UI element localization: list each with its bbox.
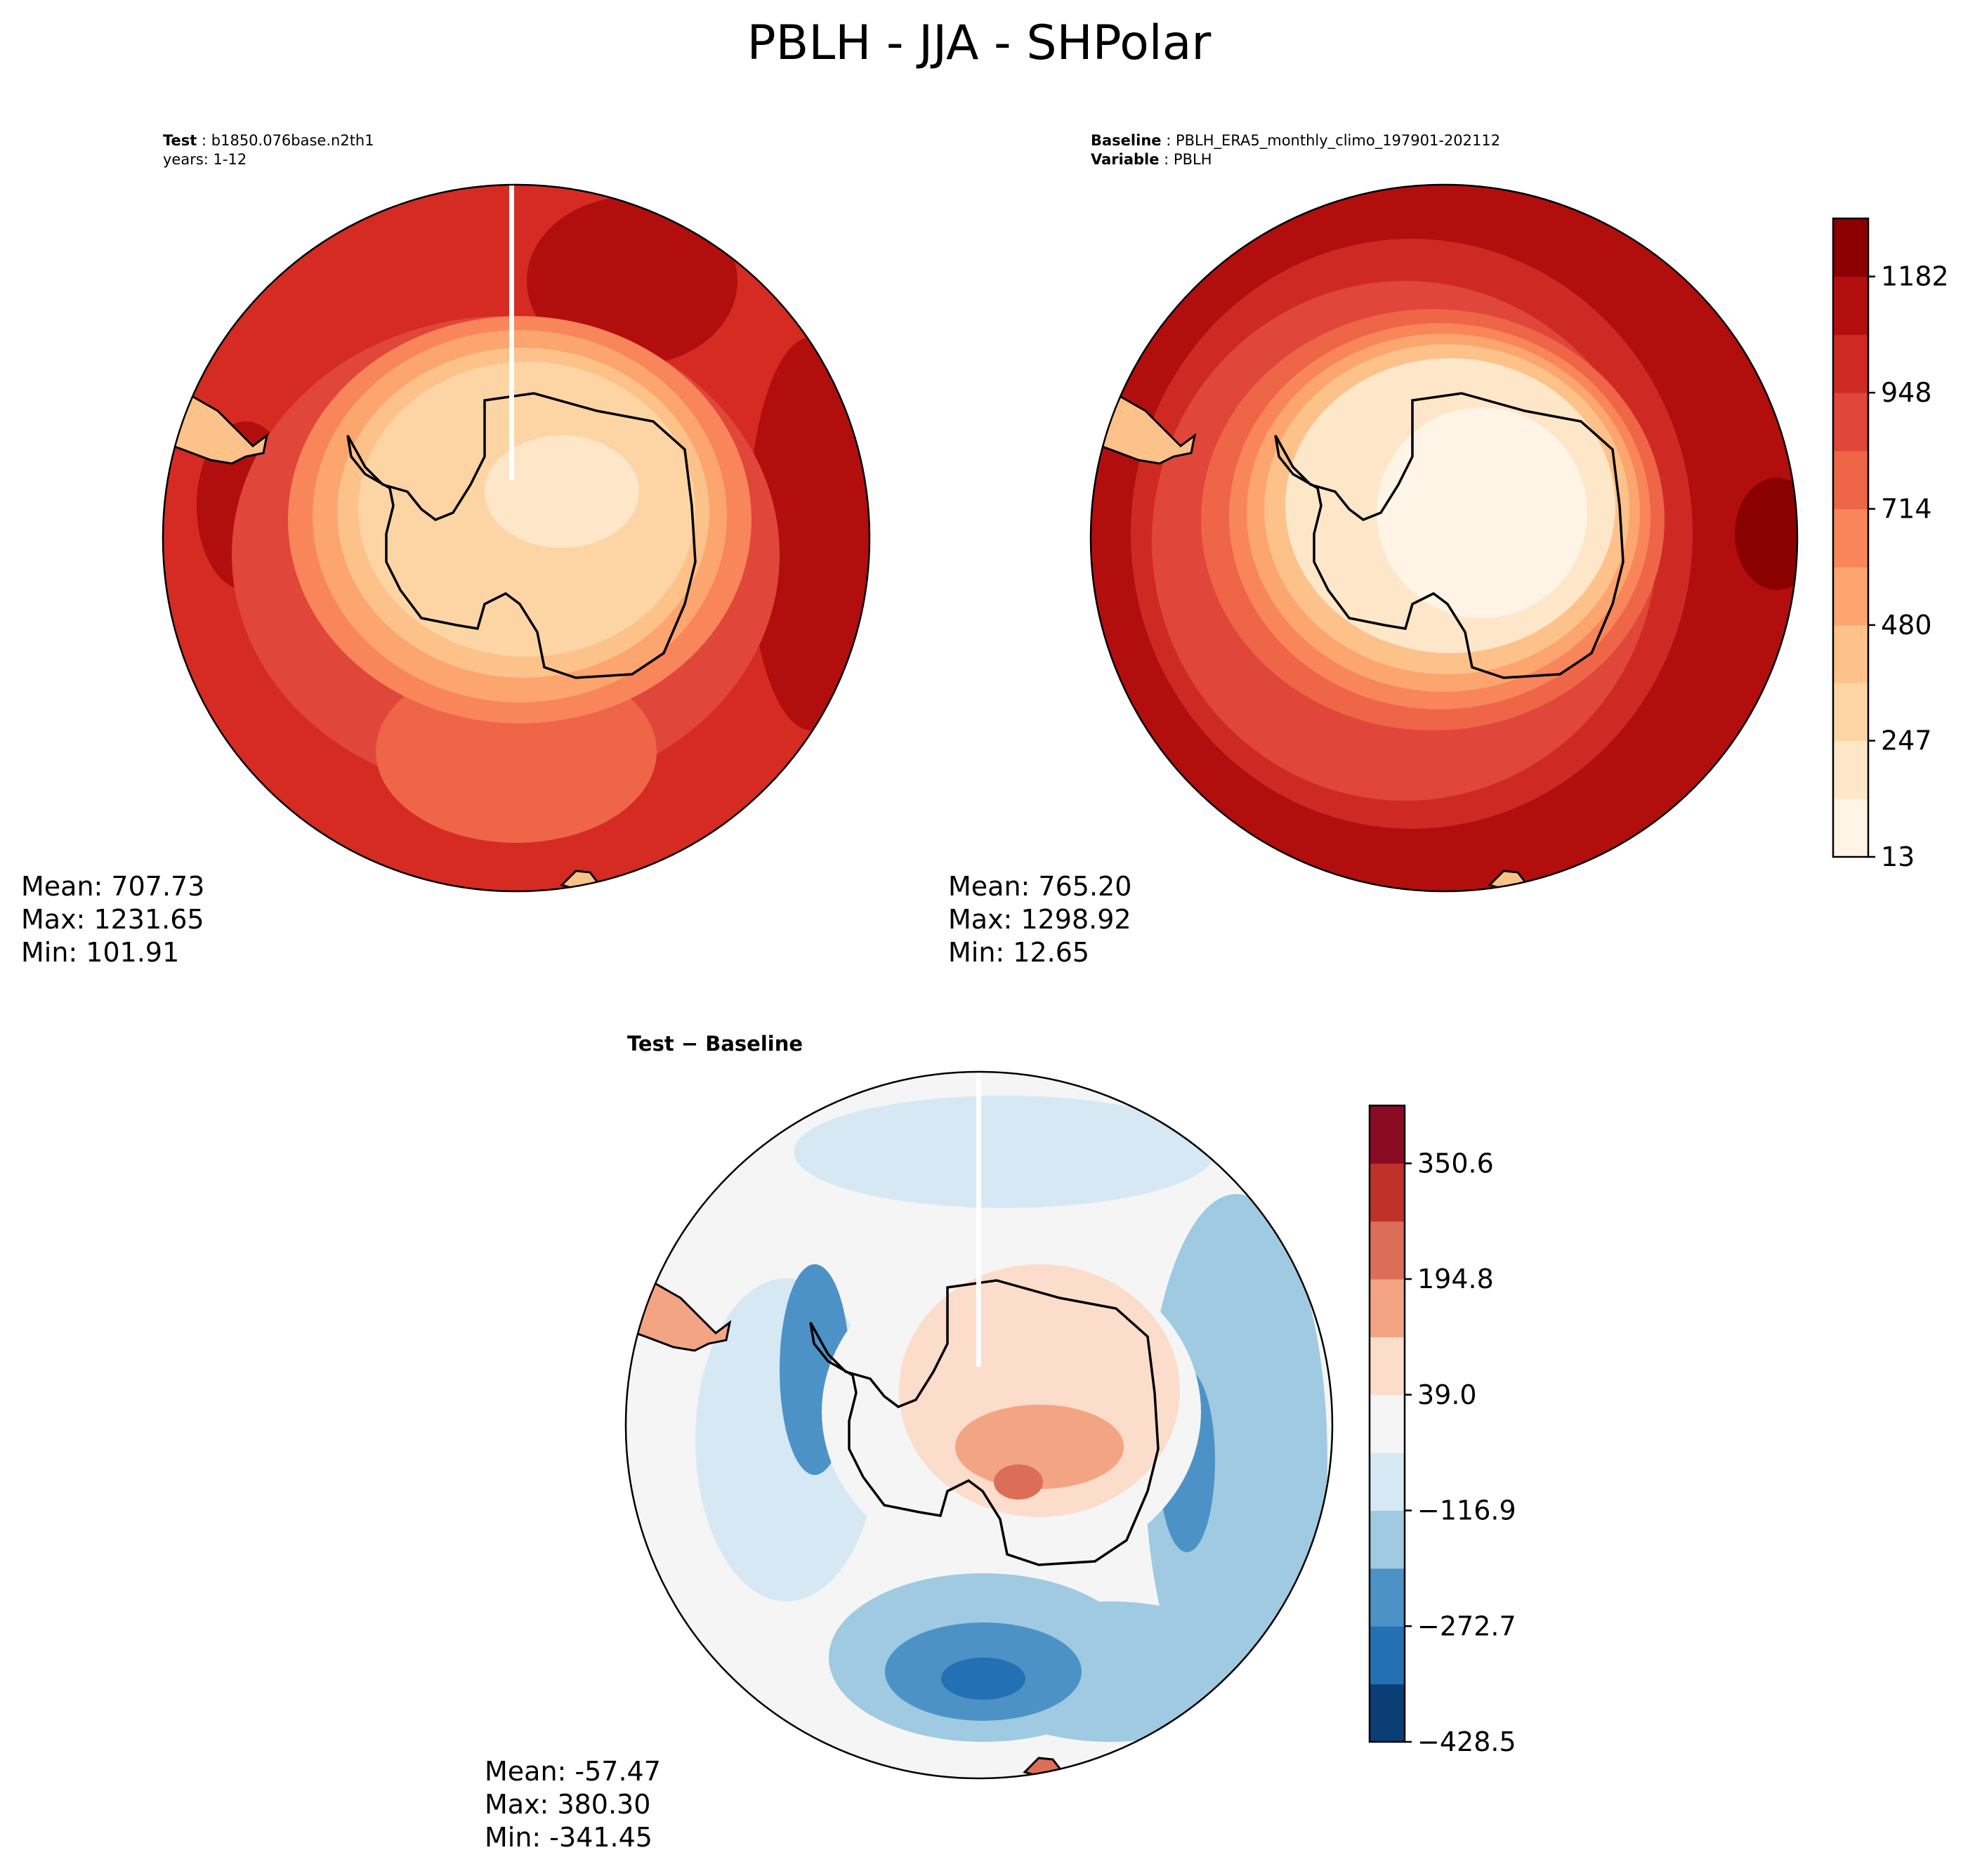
test-stat-min: Min: 101.91 [21,937,179,968]
diff-colorbar-segment [1370,1510,1405,1569]
diff-stat-min: Min: -341.45 [485,1822,652,1853]
diff-colorbar-tick-label: −116.9 [1417,1495,1516,1526]
diff-colorbar-segment [1370,1568,1405,1627]
test-label: Test : b1850.076base.n2th1 [163,132,374,149]
diff-stat-max: Max: 380.30 [485,1789,650,1820]
diff-colorbar-segment [1370,1106,1405,1164]
baseline-darkest-patch [1735,478,1797,590]
baseline-south-america-tip [1091,395,1197,465]
test-stat-mean: Mean: 707.73 [21,871,204,902]
test-antarctica-coastline [346,392,697,679]
test-years: years: 1-12 [163,151,247,168]
test-darkred-patch-east [748,337,869,730]
diff-blue-east [1145,1194,1327,1728]
baseline-colorbar-tick-label: 1182 [1881,261,1949,292]
diff-colorbar-segment [1370,1684,1405,1743]
baseline-colorbar-segment [1833,682,1868,742]
figure-title: PBLH - JJA - SHPolar [747,15,1212,71]
baseline-colorbar-segment [1833,624,1868,683]
test-south-america-tip [163,395,269,465]
test-map [163,185,869,891]
test-stat-max: Max: 1231.65 [21,904,204,935]
diff-colorbar-tick-label: 350.6 [1417,1148,1494,1179]
diff-colorbar-tick-label: 39.0 [1417,1379,1477,1410]
diff-colorbar-tick-label: 194.8 [1417,1264,1494,1294]
baseline-antarctica-coastline [1274,392,1625,679]
baseline-colorbar-segment [1833,276,1868,335]
baseline-colorbar: 13 247 480 714 948 1182 [1832,217,1949,872]
baseline-colorbar-segment [1833,509,1868,568]
diff-warm-patch-red [994,1464,1043,1500]
diff-south-america-tip [626,1283,732,1352]
baseline-colorbar-tick-label: 714 [1881,494,1932,525]
baseline-colorbar-tick-label: 247 [1881,726,1932,756]
baseline-colorbar-segment [1833,218,1868,277]
diff-colorbar-segment [1370,1452,1405,1511]
baseline-variable: Variable : PBLH [1091,151,1212,168]
diff-blue-ring-north [794,1096,1215,1208]
diff-colorbar-segment [1370,1221,1405,1280]
diff-antarctica-coastline [809,1279,1160,1566]
baseline-map-border [1089,183,1799,893]
diff-warm-continent-core [955,1405,1124,1489]
baseline-colorbar-segment [1833,799,1868,858]
diff-seam-line [976,1072,981,1367]
baseline-colorbar-segment [1833,334,1868,393]
diff-colorbar-tick-label: −428.5 [1417,1726,1516,1757]
diff-colorbar-tick-label: −272.7 [1417,1611,1516,1641]
baseline-colorbar-segment [1833,450,1868,510]
diff-colorbar-segment [1370,1394,1405,1453]
test-seam-line [509,185,514,480]
diff-colorbar-segment [1370,1163,1405,1222]
baseline-map [1091,185,1797,891]
baseline-colorbar-segment [1833,567,1868,626]
diff-colorbar-frame [1368,1104,1406,1743]
baseline-colorbar-tick-label: 480 [1881,610,1932,641]
test-map-border [162,183,871,893]
diff-map-border [624,1070,1334,1780]
diff-colorbar: 350.6 194.8 39.0 −116.9 −272.7 −428.5 [1368,1104,1516,1757]
baseline-colorbar-segment [1833,740,1868,799]
diff-blue-south-deep [941,1658,1025,1700]
baseline-stat-min: Min: 12.65 [948,937,1089,968]
baseline-colorbar-segment [1833,393,1868,452]
diff-stat-mean: Mean: -57.47 [485,1756,661,1787]
diff-title: Test − Baseline [627,1032,803,1056]
baseline-stat-max: Max: 1298.92 [948,904,1131,935]
baseline-colorbar-frame [1832,217,1870,858]
baseline-stat-mean: Mean: 765.20 [948,871,1131,902]
baseline-colorbar-tick-label: 13 [1881,841,1915,872]
diff-map [626,1072,1332,1778]
test-zone-7 [485,435,639,548]
diff-colorbar-segment [1370,1279,1405,1337]
diff-colorbar-segment [1370,1626,1405,1685]
baseline-colorbar-tick-label: 948 [1881,377,1932,408]
diff-colorbar-segment [1370,1337,1405,1396]
baseline-zone-8 [1377,407,1587,618]
baseline-label: Baseline : PBLH_ERA5_monthly_climo_19790… [1091,132,1500,150]
